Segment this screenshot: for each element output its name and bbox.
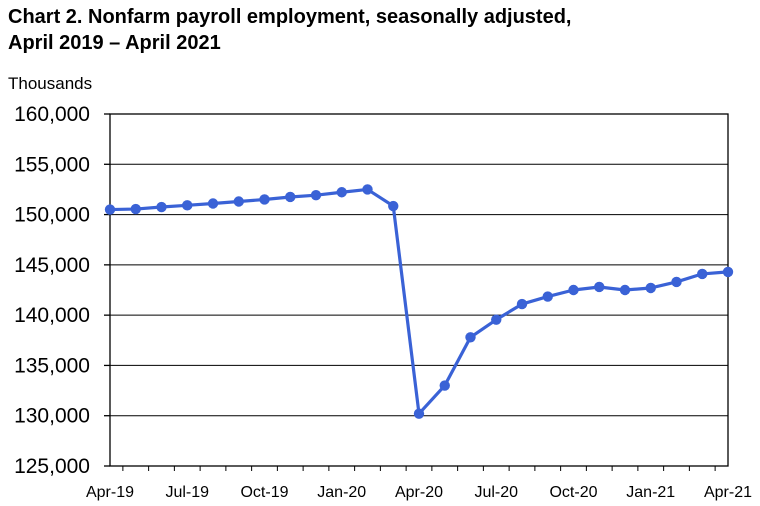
data-point xyxy=(568,284,579,296)
data-point xyxy=(697,268,708,280)
data-point xyxy=(156,201,167,213)
x-tick-label: Apr-21 xyxy=(704,484,752,501)
data-point xyxy=(182,200,193,211)
y-tick-label: 145,000 xyxy=(14,254,90,277)
plot-frame xyxy=(104,113,729,471)
data-point xyxy=(491,314,502,325)
plot-area-border xyxy=(109,113,729,467)
x-tick-label: Apr-20 xyxy=(395,484,443,501)
x-tick-label: Jul-19 xyxy=(165,484,209,501)
data-point xyxy=(336,187,347,198)
data-point xyxy=(594,281,605,293)
x-tick-label: Jan-20 xyxy=(317,484,366,501)
data-point xyxy=(645,282,656,294)
chart-title: Chart 2. Nonfarm payroll employment, sea… xyxy=(8,4,572,56)
y-tick-label: 150,000 xyxy=(14,204,90,227)
data-point xyxy=(388,200,399,212)
data-point xyxy=(310,189,322,201)
data-point xyxy=(619,284,631,296)
data-point xyxy=(259,194,270,205)
data-point xyxy=(671,276,682,288)
x-tick-label: Jul-20 xyxy=(474,484,518,501)
data-point xyxy=(413,408,425,419)
y-tick-label: 155,000 xyxy=(14,153,90,176)
x-tick-label: Apr-19 xyxy=(86,484,134,501)
x-tick-label: Jan-21 xyxy=(626,484,675,501)
chart-title-line-2: April 2019 – April 2021 xyxy=(8,32,221,54)
series-employment xyxy=(104,184,734,419)
y-tick-label: 160,000 xyxy=(14,103,90,126)
y-tick-label: 140,000 xyxy=(14,304,90,327)
data-point xyxy=(516,298,528,310)
y-tick-label: 130,000 xyxy=(14,405,90,428)
data-point xyxy=(285,191,296,203)
data-point xyxy=(362,184,373,195)
y-tick-label: 135,000 xyxy=(14,354,90,377)
data-point xyxy=(542,291,553,302)
data-point xyxy=(465,332,476,343)
x-tick-label: Oct-19 xyxy=(240,484,288,501)
x-axis-tick-labels: Apr-19 Jul-19 Oct-19 Jan-20 Apr-20 Jul-20 Oct-… xyxy=(86,484,752,501)
series-line xyxy=(109,187,729,416)
data-point xyxy=(207,198,219,209)
data-point xyxy=(439,380,450,391)
y-axis-tick-labels: 160,000 155,000 150,000 145,000 140,000 135,0… xyxy=(14,103,90,478)
x-tick-label: Oct-20 xyxy=(549,484,597,501)
y-axis-unit-label: Thousands xyxy=(8,74,93,93)
y-tick-label: 125,000 xyxy=(14,455,90,478)
chart-title-line-1: Chart 2. Nonfarm payroll employment, sea… xyxy=(8,6,572,28)
data-point xyxy=(104,204,116,215)
data-point xyxy=(130,203,141,215)
data-point xyxy=(233,196,244,207)
data-point xyxy=(722,266,734,278)
